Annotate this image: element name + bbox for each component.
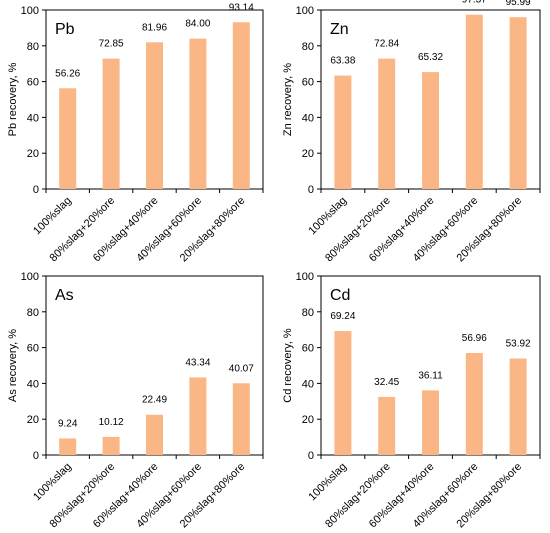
chart-panel-cd: 0 20 40 60 80 100 Cd recovery, % Cd 69.24 100%sla…	[282, 271, 541, 530]
y-tick-label: 80	[302, 41, 314, 53]
y-axis-label: Cd recovery, %	[282, 328, 294, 403]
data-label: 56.96	[462, 333, 487, 344]
y-axis-label: Zn recovery, %	[282, 63, 294, 136]
bar	[334, 75, 352, 189]
y-axis-label: As recovery, %	[7, 329, 19, 402]
bar	[189, 377, 207, 455]
y-axis-label: Pb recovery, %	[7, 62, 19, 136]
data-label: 72.85	[99, 39, 124, 50]
data-label: 40.07	[229, 363, 254, 374]
bar	[59, 88, 77, 189]
y-tick-label: 40	[302, 112, 314, 124]
y-tick-label: 60	[27, 77, 39, 89]
data-label: 32.45	[374, 377, 399, 388]
bar	[378, 58, 396, 190]
y-tick-label: 40	[302, 378, 314, 390]
bar	[146, 414, 163, 455]
data-label: 81.96	[142, 22, 167, 33]
bar	[465, 14, 483, 189]
bar	[465, 353, 483, 455]
y-tick-label: 60	[27, 343, 39, 355]
data-label: 84.00	[185, 19, 210, 30]
bar	[59, 438, 77, 455]
y-tick-label: 100	[21, 5, 39, 17]
data-label: 69.24	[330, 311, 355, 322]
data-label: 22.49	[142, 395, 167, 406]
bar	[422, 390, 439, 455]
y-tick-label: 20	[27, 414, 39, 426]
x-tick-label: 100%slag	[31, 195, 74, 238]
y-tick-label: 20	[302, 414, 314, 426]
bar	[422, 72, 439, 189]
data-label: 72.84	[374, 39, 399, 50]
data-label: 36.11	[418, 370, 443, 381]
panel-title: As	[55, 287, 74, 304]
panel-title: Cd	[330, 287, 350, 304]
bar	[102, 58, 120, 190]
y-tick-label: 80	[27, 307, 39, 319]
data-label: 93.14	[229, 2, 254, 13]
y-tick-label: 0	[33, 450, 39, 462]
bar	[509, 17, 527, 189]
chart-panel-as: 0 20 40 60 80 100 As recovery, % As 9.24 100%slag…	[7, 271, 264, 530]
y-tick-label: 20	[27, 148, 39, 160]
bar	[334, 331, 352, 455]
chart-panel-zn: 0 20 40 60 80 100 Zn recovery, % Zn 63.38 100%sla…	[282, 0, 541, 264]
data-label: 97.37	[462, 0, 487, 6]
bar	[378, 396, 396, 455]
chart-panel-pb: 0 20 40 60 80 100 Pb recovery, % Pb 56.26 100%sla…	[7, 2, 264, 264]
data-label: 56.26	[55, 68, 80, 79]
x-tick-label: 100%slag	[31, 461, 74, 504]
y-tick-label: 20	[302, 148, 314, 160]
data-label: 53.92	[506, 338, 531, 349]
bar	[232, 22, 250, 189]
bar	[509, 358, 527, 455]
data-label: 95.99	[506, 0, 531, 8]
bar	[189, 38, 207, 189]
data-label: 65.32	[418, 52, 443, 63]
data-label: 10.12	[99, 417, 124, 428]
bar	[232, 383, 250, 455]
y-tick-label: 40	[27, 112, 39, 124]
data-label: 63.38	[330, 56, 355, 67]
y-tick-label: 0	[308, 184, 314, 196]
data-label: 43.34	[185, 357, 210, 368]
y-tick-label: 40	[27, 378, 39, 390]
bar	[146, 42, 163, 190]
y-tick-label: 60	[302, 77, 314, 89]
y-tick-label: 0	[308, 450, 314, 462]
y-tick-label: 0	[33, 184, 39, 196]
y-tick-label: 100	[296, 5, 314, 17]
panel-title: Zn	[330, 21, 349, 38]
y-tick-label: 60	[302, 343, 314, 355]
bar	[102, 436, 120, 455]
y-tick-label: 80	[302, 307, 314, 319]
x-tick-label: 100%slag	[306, 461, 349, 504]
panel-title: Pb	[55, 21, 75, 38]
y-tick-label: 100	[296, 271, 314, 283]
x-tick-label: 100%slag	[306, 195, 349, 238]
y-tick-label: 80	[27, 41, 39, 53]
data-label: 9.24	[58, 418, 78, 429]
y-tick-label: 100	[21, 271, 39, 283]
